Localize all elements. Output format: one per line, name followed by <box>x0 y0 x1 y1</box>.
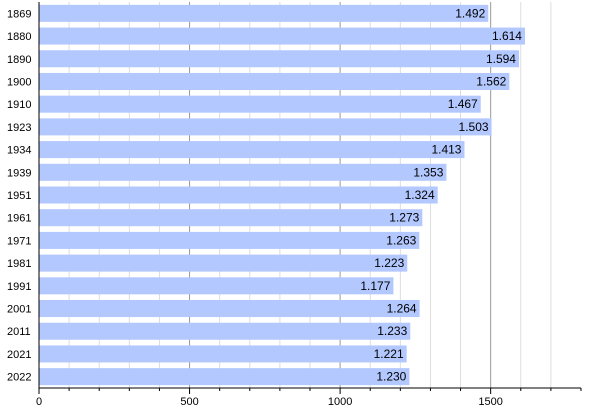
bar-1923 <box>39 118 492 136</box>
bar-1934 <box>39 141 465 159</box>
category-label-1961: 1961 <box>7 213 31 225</box>
x-tick-label-0: 0 <box>36 396 42 408</box>
bar-1961 <box>39 209 423 227</box>
category-label-1991: 1991 <box>7 281 31 293</box>
x-tick-label-1500: 1500 <box>478 396 502 408</box>
data-label-1900: 1.562 <box>476 74 506 88</box>
bar-1900 <box>39 72 510 90</box>
bar-1890 <box>39 50 519 68</box>
category-label-2021: 2021 <box>7 349 31 361</box>
data-label-1961: 1.273 <box>389 211 419 225</box>
x-tick-label-1000: 1000 <box>328 396 352 408</box>
data-label-1951: 1.324 <box>405 188 435 202</box>
bar-2001 <box>39 300 420 318</box>
bar-2011 <box>39 322 411 340</box>
bar-1951 <box>39 186 438 204</box>
bar-1971 <box>39 231 420 249</box>
data-label-1939: 1.353 <box>413 165 443 179</box>
bar-2022 <box>39 368 410 386</box>
category-label-1880: 1880 <box>7 31 31 43</box>
category-label-2001: 2001 <box>7 304 31 316</box>
bar-1939 <box>39 163 447 181</box>
category-label-1951: 1951 <box>7 190 31 202</box>
bar-1991 <box>39 277 394 295</box>
category-label-1939: 1939 <box>7 167 31 179</box>
bar-1880 <box>39 27 525 45</box>
bar-1869 <box>39 4 489 22</box>
data-label-1991: 1.177 <box>360 279 390 293</box>
data-label-2011: 1.233 <box>377 324 407 338</box>
category-label-1869: 1869 <box>7 8 31 20</box>
data-label-1971: 1.263 <box>386 233 416 247</box>
category-label-1971: 1971 <box>7 235 31 247</box>
data-label-1934: 1.413 <box>431 143 461 157</box>
category-label-1981: 1981 <box>7 258 31 270</box>
x-tick-label-500: 500 <box>180 396 198 408</box>
bar-1910 <box>39 95 481 113</box>
data-label-1923: 1.503 <box>459 120 489 134</box>
bar-2021 <box>39 345 407 363</box>
category-label-1890: 1890 <box>7 54 31 66</box>
bars: 1.492 1.614 1.594 1.562 1.467 1.503 1.413 1.353… <box>39 4 525 386</box>
data-label-2001: 1.264 <box>387 302 417 316</box>
category-label-2022: 2022 <box>7 372 31 384</box>
category-label-1900: 1900 <box>7 76 31 88</box>
data-label-2021: 1.221 <box>374 347 404 361</box>
category-label-1923: 1923 <box>7 122 31 134</box>
x-tick-labels: 0 500 1000 1500 <box>36 396 503 408</box>
bar-1981 <box>39 254 408 272</box>
data-label-1910: 1.467 <box>448 97 478 111</box>
data-label-2022: 1.230 <box>376 370 406 384</box>
data-label-1869: 1.492 <box>455 6 485 20</box>
category-labels: 1869 1880 1890 1900 1910 1923 1934 1939 1951 1961… <box>7 8 31 383</box>
x-axis <box>38 2 582 394</box>
data-label-1890: 1.594 <box>486 52 516 66</box>
data-label-1880: 1.614 <box>492 29 522 43</box>
category-label-2011: 2011 <box>7 326 31 338</box>
category-label-1934: 1934 <box>7 145 31 157</box>
data-label-1981: 1.223 <box>374 256 404 270</box>
category-label-1910: 1910 <box>7 99 31 111</box>
